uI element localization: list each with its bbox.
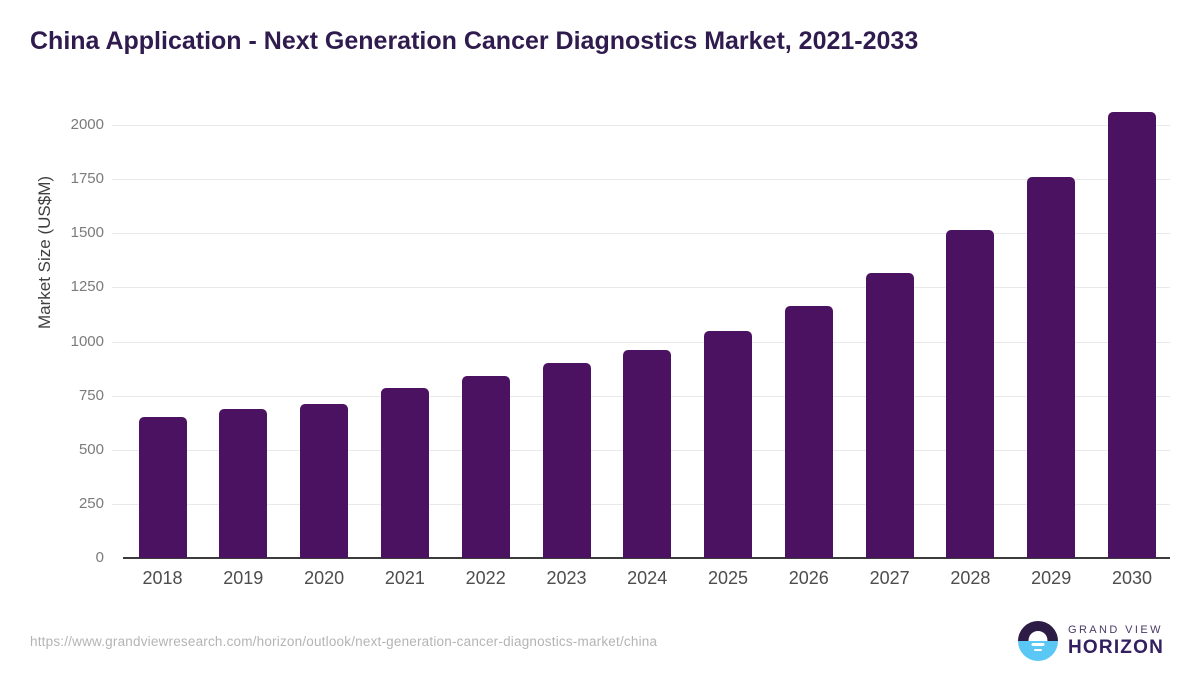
logo-reflection-line-2 [1034,648,1042,651]
bar-2023 [542,363,591,558]
x-tick-label-2025: 2025 [707,568,749,588]
logo-reflection-line-1 [1031,643,1045,646]
x-tick-label-2019: 2019 [223,568,264,588]
bar-2018 [138,417,187,558]
x-tick-label-2022: 2022 [465,568,506,588]
x-tick-label-2029: 2029 [1031,568,1072,588]
y-tick-label-1750: 1750 [70,170,104,188]
bar-2020 [300,404,349,558]
y-gridline-1750 [112,179,1170,181]
bar-2030 [1108,112,1156,558]
y-gridline-2000 [112,125,1170,127]
bar-2027 [865,273,914,558]
horizon-sun-logo-icon [1018,621,1058,661]
y-tick-label-500: 500 [78,440,104,458]
x-tick-label-2028: 2028 [950,568,991,588]
x-tick-label-2027: 2027 [869,568,910,588]
x-tick-label-2030: 2030 [1111,568,1153,588]
y-gridline-1500 [112,233,1170,235]
bar-2028 [946,230,995,558]
y-tick-label-250: 250 [78,494,104,512]
x-tick-label-2023: 2023 [546,568,587,588]
y-tick-label-2000: 2000 [70,116,104,134]
x-axis-line [123,557,1170,559]
y-tick-label-750: 750 [78,386,104,404]
brand-text: GRAND VIEW HORIZON [1068,624,1164,659]
bar-2025 [704,330,752,558]
y-gridline-1250 [112,287,1170,289]
y-tick-label-1250: 1250 [70,278,104,296]
brand-name-bottom: HORIZON [1068,636,1165,658]
x-tick-label-2024: 2024 [627,568,668,588]
x-tick-label-2026: 2026 [788,568,829,588]
y-tick-label-1000: 1000 [70,332,104,350]
y-tick-label-1500: 1500 [70,224,104,242]
plot-area: 0 250 500 750 1000 1250 1500 1750 2000 2018 2019 20… [71,100,1170,588]
bar-2029 [1027,177,1076,558]
y-gridline-1000 [112,341,1170,343]
x-tick-label-2020: 2020 [304,568,345,588]
brand-name-top: GRAND VIEW [1068,623,1163,636]
logo-sea-half [1018,641,1058,661]
bar-2026 [784,305,833,558]
source-url: https://www.grandviewresearch.com/horizo… [30,634,658,649]
logo-sun-shape [1028,631,1048,641]
chart-title: China Application - Next Generation Canc… [30,27,919,55]
bar-2022 [461,376,510,558]
x-tick-label-2018: 2018 [142,568,183,588]
brand-logo: GRAND VIEW HORIZON [1018,621,1164,661]
x-tick-label-2021: 2021 [384,568,425,588]
y-tick-label-0: 0 [95,549,104,566]
bar-2024 [623,350,672,558]
bar-2019 [219,408,268,558]
bar-2021 [380,388,429,558]
